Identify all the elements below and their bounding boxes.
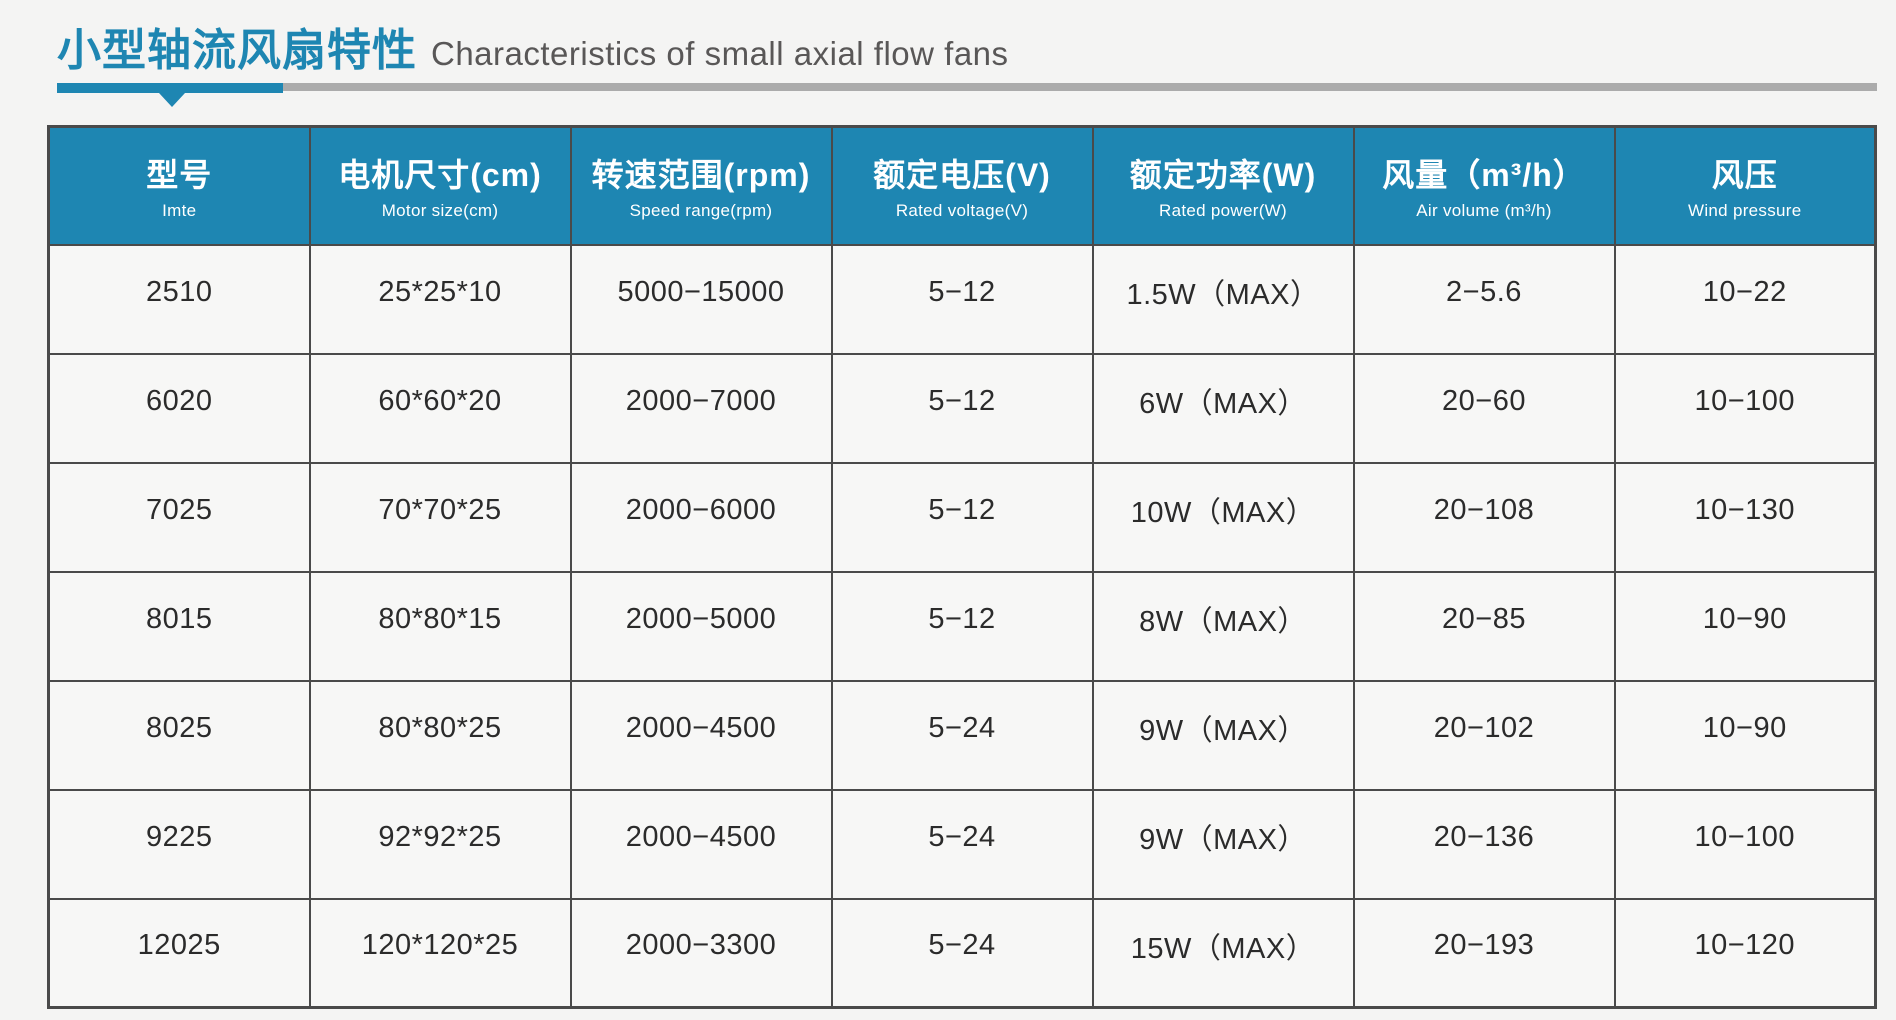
title-divider bbox=[57, 83, 1877, 107]
page-title-chinese: 小型轴流风扇特性 bbox=[57, 26, 417, 75]
divider-triangle-marker bbox=[159, 93, 185, 107]
cell-speed-range: 2000−6000 bbox=[569, 461, 833, 573]
column-header-air-volume: 风量（m³/h） Air volume (m³/h) bbox=[1352, 125, 1616, 246]
cell-wind-pressure: 10−120 bbox=[1613, 897, 1877, 1009]
column-header-zh: 型号 bbox=[146, 156, 213, 193]
cell-speed-range: 2000−3300 bbox=[569, 897, 833, 1009]
cell-rated-voltage: 5−24 bbox=[830, 679, 1094, 791]
cell-air-volume: 20−136 bbox=[1352, 788, 1616, 900]
table-row: 6020 60*60*20 2000−7000 5−12 6W（MAX） 20−… bbox=[47, 352, 1877, 464]
cell-air-volume: 2−5.6 bbox=[1352, 243, 1616, 355]
table-row: 12025 120*120*25 2000−3300 5−24 15W（MAX）… bbox=[47, 897, 1877, 1009]
cell-rated-power: 10W（MAX） bbox=[1091, 461, 1355, 573]
column-header-zh: 额定功率(W) bbox=[1129, 156, 1317, 193]
column-header-rated-voltage: 额定电压(V) Rated voltage(V) bbox=[830, 125, 1094, 246]
cell-motor-size: 92*92*25 bbox=[308, 788, 572, 900]
column-header-rated-power: 额定功率(W) Rated power(W) bbox=[1091, 125, 1355, 246]
cell-rated-power: 15W（MAX） bbox=[1091, 897, 1355, 1009]
cell-rated-voltage: 5−12 bbox=[830, 243, 1094, 355]
column-header-wind-pressure: 风压 Wind pressure bbox=[1613, 125, 1877, 246]
divider-gray-bar bbox=[283, 83, 1877, 91]
table-body: 2510 25*25*10 5000−15000 5−12 1.5W（MAX） … bbox=[47, 243, 1877, 1009]
cell-motor-size: 120*120*25 bbox=[308, 897, 572, 1009]
cell-rated-voltage: 5−24 bbox=[830, 788, 1094, 900]
table-header: 型号 Imte 电机尺寸(cm) Motor size(cm) 转速范围(rpm… bbox=[47, 125, 1877, 246]
cell-air-volume: 20−193 bbox=[1352, 897, 1616, 1009]
cell-speed-range: 2000−5000 bbox=[569, 570, 833, 682]
cell-rated-voltage: 5−12 bbox=[830, 570, 1094, 682]
column-header-en: Wind pressure bbox=[1688, 200, 1802, 220]
cell-speed-range: 2000−4500 bbox=[569, 679, 833, 791]
page-title: 小型轴流风扇特性 Characteristics of small axial … bbox=[57, 14, 1009, 78]
cell-wind-pressure: 10−130 bbox=[1613, 461, 1877, 573]
cell-speed-range: 2000−4500 bbox=[569, 788, 833, 900]
cell-air-volume: 20−102 bbox=[1352, 679, 1616, 791]
column-header-zh: 额定电压(V) bbox=[873, 156, 1051, 193]
column-header-en: Rated voltage(V) bbox=[895, 200, 1029, 220]
table-row: 8025 80*80*25 2000−4500 5−24 9W（MAX） 20−… bbox=[47, 679, 1877, 791]
cell-air-volume: 20−108 bbox=[1352, 461, 1616, 573]
cell-rated-power: 8W（MAX） bbox=[1091, 570, 1355, 682]
cell-model: 9225 bbox=[47, 788, 311, 900]
cell-rated-voltage: 5−24 bbox=[830, 897, 1094, 1009]
cell-model: 7025 bbox=[47, 461, 311, 573]
cell-wind-pressure: 10−22 bbox=[1613, 243, 1877, 355]
column-header-zh: 电机尺寸(cm) bbox=[338, 156, 542, 193]
cell-motor-size: 60*60*20 bbox=[308, 352, 572, 464]
cell-wind-pressure: 10−100 bbox=[1613, 788, 1877, 900]
column-header-en: Rated power(W) bbox=[1159, 200, 1287, 220]
cell-rated-voltage: 5−12 bbox=[830, 461, 1094, 573]
column-header-en: Air volume (m³/h) bbox=[1416, 200, 1552, 220]
cell-motor-size: 70*70*25 bbox=[308, 461, 572, 573]
column-header-en: Speed range(rpm) bbox=[629, 200, 773, 220]
cell-wind-pressure: 10−100 bbox=[1613, 352, 1877, 464]
fan-characteristics-table: 型号 Imte 电机尺寸(cm) Motor size(cm) 转速范围(rpm… bbox=[47, 125, 1877, 1009]
cell-model: 12025 bbox=[47, 897, 311, 1009]
cell-air-volume: 20−85 bbox=[1352, 570, 1616, 682]
table-row: 9225 92*92*25 2000−4500 5−24 9W（MAX） 20−… bbox=[47, 788, 1877, 900]
cell-rated-power: 9W（MAX） bbox=[1091, 679, 1355, 791]
page-title-english: Characteristics of small axial flow fans bbox=[431, 35, 1009, 72]
column-header-speed-range: 转速范围(rpm) Speed range(rpm) bbox=[569, 125, 833, 246]
column-header-model: 型号 Imte bbox=[47, 125, 311, 246]
cell-motor-size: 25*25*10 bbox=[308, 243, 572, 355]
cell-air-volume: 20−60 bbox=[1352, 352, 1616, 464]
cell-wind-pressure: 10−90 bbox=[1613, 679, 1877, 791]
divider-accent-bar bbox=[57, 83, 283, 93]
cell-model: 8015 bbox=[47, 570, 311, 682]
cell-model: 6020 bbox=[47, 352, 311, 464]
column-header-en: Imte bbox=[162, 200, 197, 220]
cell-motor-size: 80*80*25 bbox=[308, 679, 572, 791]
table-header-row: 型号 Imte 电机尺寸(cm) Motor size(cm) 转速范围(rpm… bbox=[47, 125, 1877, 246]
cell-speed-range: 5000−15000 bbox=[569, 243, 833, 355]
cell-motor-size: 80*80*15 bbox=[308, 570, 572, 682]
cell-rated-power: 1.5W（MAX） bbox=[1091, 243, 1355, 355]
table-row: 7025 70*70*25 2000−6000 5−12 10W（MAX） 20… bbox=[47, 461, 1877, 573]
table-row: 2510 25*25*10 5000−15000 5−12 1.5W（MAX） … bbox=[47, 243, 1877, 355]
cell-model: 8025 bbox=[47, 679, 311, 791]
column-header-en: Motor size(cm) bbox=[381, 200, 499, 220]
column-header-motor-size: 电机尺寸(cm) Motor size(cm) bbox=[308, 125, 572, 246]
column-header-zh: 转速范围(rpm) bbox=[591, 156, 811, 193]
column-header-zh: 风压 bbox=[1711, 156, 1778, 193]
cell-rated-voltage: 5−12 bbox=[830, 352, 1094, 464]
cell-speed-range: 2000−7000 bbox=[569, 352, 833, 464]
cell-rated-power: 9W（MAX） bbox=[1091, 788, 1355, 900]
cell-model: 2510 bbox=[47, 243, 311, 355]
cell-wind-pressure: 10−90 bbox=[1613, 570, 1877, 682]
column-header-zh: 风量（m³/h） bbox=[1382, 156, 1586, 193]
table-row: 8015 80*80*15 2000−5000 5−12 8W（MAX） 20−… bbox=[47, 570, 1877, 682]
cell-rated-power: 6W（MAX） bbox=[1091, 352, 1355, 464]
